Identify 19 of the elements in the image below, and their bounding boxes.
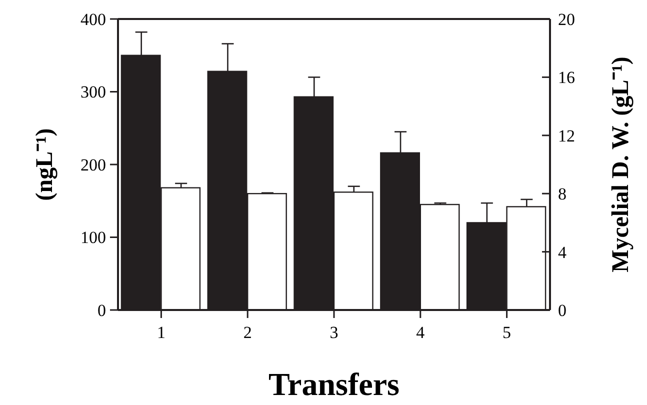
x-tick-label: 1 <box>156 323 166 342</box>
y-tick-label: 300 <box>80 82 106 102</box>
y-tick-label: 0 <box>98 300 106 320</box>
x-tick-label: 5 <box>502 323 512 342</box>
y2-tick-label: 20 <box>558 10 575 29</box>
y-tick-label: 400 <box>80 10 106 29</box>
y2-tick-label: 4 <box>558 242 567 262</box>
y2-tick-label: 16 <box>558 68 575 88</box>
x-tick-label: 4 <box>416 323 426 342</box>
x-tick-label: 2 <box>243 323 252 342</box>
x-axis-title: Transfers <box>268 366 400 402</box>
y2-tick-label: 0 <box>558 300 566 320</box>
y-axis-title: (ngL⁻¹) <box>32 128 58 201</box>
y2-tick-label: 8 <box>558 184 566 204</box>
y2-tick-label: 12 <box>558 126 575 146</box>
x-tick-label: 3 <box>330 323 338 342</box>
y2-axis-title: Mycelial D. W. (gL⁻¹) <box>608 56 634 272</box>
y-tick-label: 200 <box>80 155 106 174</box>
y-tick-label: 100 <box>80 228 106 248</box>
